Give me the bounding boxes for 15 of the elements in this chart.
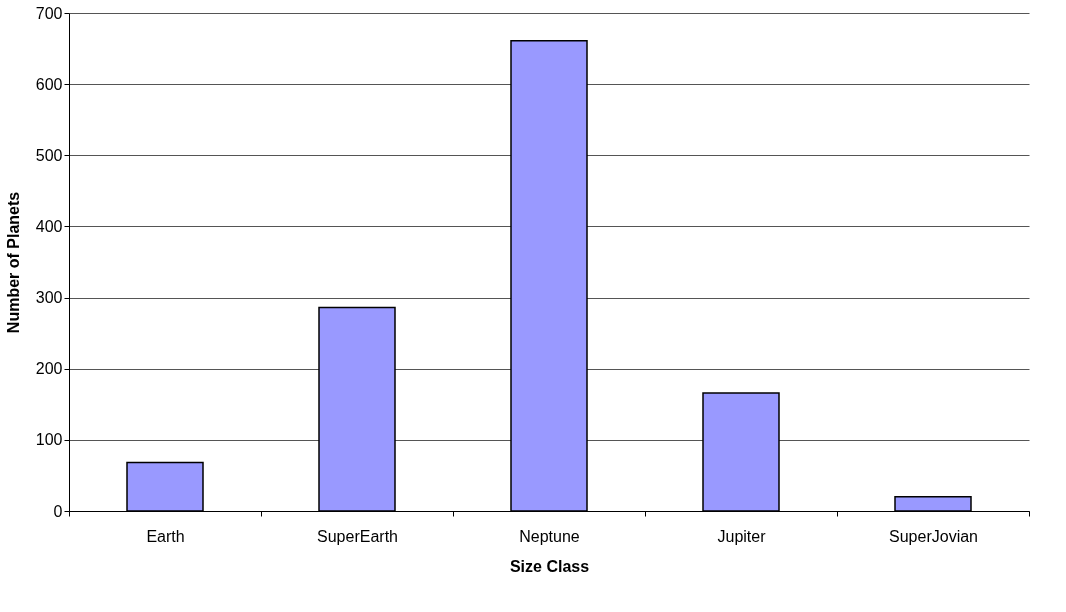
x-tick-label: Neptune [519, 527, 580, 545]
x-tick-label: Jupiter [717, 527, 767, 545]
y-tick-label: 700 [35, 4, 63, 22]
y-tick-label: 500 [35, 146, 63, 164]
y-tick-label: 400 [35, 217, 63, 235]
y-axis-title: Number of Planets [4, 191, 22, 334]
x-axis-title: Size Class [509, 557, 590, 575]
y-tick-label: 600 [35, 75, 63, 93]
x-tick-label: SuperJovian [889, 527, 978, 545]
x-tick-label: SuperEarth [317, 527, 398, 545]
y-tick-label: 200 [35, 360, 63, 378]
y-tick-label: 300 [35, 289, 63, 307]
x-tick-label: Earth [146, 527, 185, 545]
y-tick-label: 0 [53, 502, 63, 520]
y-tick-label: 100 [35, 431, 63, 449]
